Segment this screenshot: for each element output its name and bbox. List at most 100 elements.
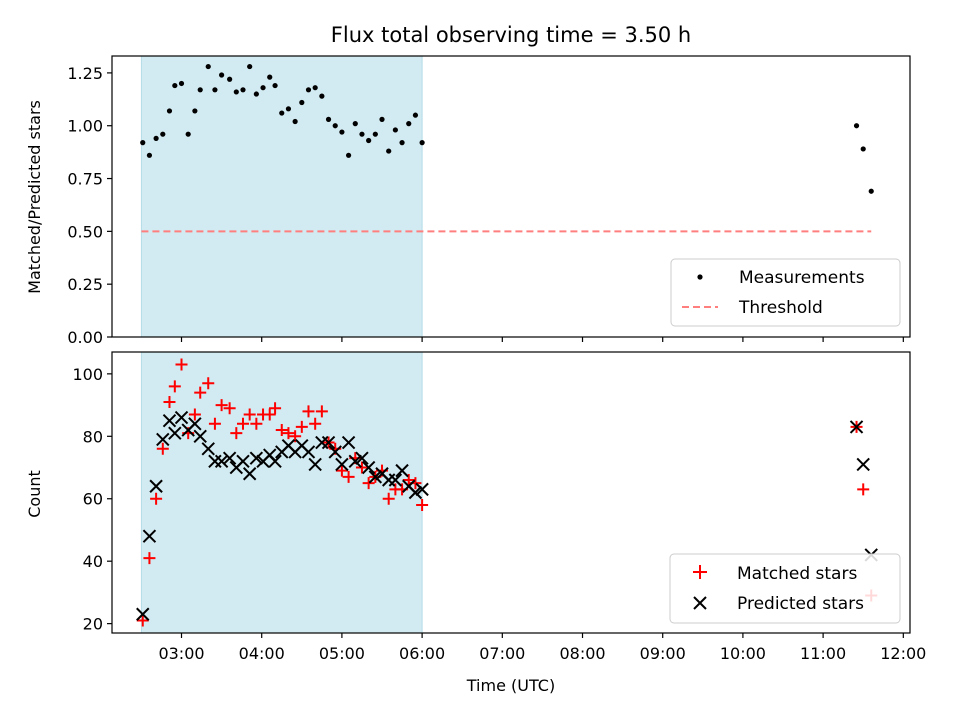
top-y-axis-label: Matched/Predicted stars — [25, 100, 44, 294]
measurements-point — [312, 85, 318, 91]
predicted-stars-point — [222, 451, 237, 465]
measurements-point — [197, 87, 203, 93]
legend-label-measurements: Measurements — [739, 268, 865, 288]
measurements-point — [146, 152, 153, 158]
top-panel: 0.00 0.25 0.50 0.75 1.00 1.25 — [67, 55, 911, 347]
measurements-point — [140, 140, 146, 146]
matched-stars-point — [202, 377, 215, 390]
measurements-point — [185, 131, 191, 137]
measurements-point — [332, 123, 338, 129]
measurements-point — [406, 121, 412, 127]
predicted-stars-point — [301, 445, 316, 459]
legend-label-predicted-stars: Predicted stars — [737, 594, 864, 614]
measurements-point — [299, 99, 305, 106]
x-tick-label: 07:00 — [479, 644, 525, 663]
bottom-y-tick-label: 20 — [83, 615, 103, 634]
legend-marker-matched-stars — [693, 565, 707, 579]
matched-stars-point — [857, 483, 870, 496]
predicted-stars-point — [201, 442, 215, 456]
predicted-stars-point — [193, 429, 207, 444]
top-legend: Measurements Threshold — [670, 258, 901, 327]
measurements-point — [345, 152, 352, 158]
measurements-point — [247, 63, 253, 70]
measurements-point — [372, 131, 378, 137]
x-tick-label: 11:00 — [800, 644, 846, 663]
matched-stars-point — [263, 408, 276, 421]
matched-stars-point — [236, 417, 249, 430]
measurements-point — [166, 108, 173, 114]
matched-stars-point — [250, 417, 263, 430]
predicted-stars-point — [321, 435, 336, 450]
measurements-point — [160, 131, 166, 137]
predicted-stars-point — [242, 467, 257, 481]
matched-stars-point — [223, 402, 236, 415]
top-y-tick-label: 0.25 — [67, 275, 103, 294]
matched-stars-point — [289, 430, 302, 443]
predicted-stars-point — [335, 457, 349, 472]
legend-marker-measurements — [697, 274, 703, 280]
bottom-y-tick-label: 40 — [83, 552, 103, 571]
predicted-stars-point — [174, 410, 189, 425]
matched-stars-point — [269, 402, 282, 415]
predicted-stars-point — [341, 435, 356, 450]
predicted-stars-point — [415, 482, 429, 497]
matched-stars-point — [355, 461, 368, 474]
matched-stars-point — [342, 470, 355, 483]
matched-stars-point — [315, 405, 328, 418]
predicted-stars-point — [408, 485, 423, 500]
predicted-stars-point — [361, 460, 376, 475]
predicted-stars-point — [388, 473, 403, 487]
matched-stars-point — [402, 474, 415, 487]
legend-marker-predicted-stars — [693, 596, 707, 610]
matched-stars-point — [194, 386, 207, 399]
matched-stars-point — [188, 408, 201, 421]
matched-stars-point — [416, 498, 429, 511]
top-y-tick-label: 0.75 — [67, 170, 103, 189]
top-y-tick-label: 0.50 — [67, 222, 103, 241]
predicted-stars-point — [214, 454, 229, 468]
measurements-point — [868, 188, 874, 194]
measurements-point — [267, 74, 273, 80]
legend-label-matched-stars: Matched stars — [737, 564, 857, 584]
bottom-y-axis-label: Count — [25, 470, 44, 518]
top-legend-frame — [670, 258, 901, 327]
measurements-point — [153, 135, 159, 141]
predicted-stars-point — [142, 529, 157, 543]
measurements-point — [260, 85, 266, 91]
measurements-point — [192, 108, 198, 114]
predicted-stars-point — [268, 454, 282, 468]
predicted-stars-point — [149, 479, 163, 493]
predicted-stars-point — [348, 454, 362, 468]
predicted-stars-point — [249, 451, 264, 465]
matched-stars-point — [335, 464, 348, 477]
measurements-point — [359, 131, 365, 137]
measurements-point — [860, 146, 866, 152]
matched-stars-point — [215, 399, 228, 412]
predicted-stars-point — [856, 457, 870, 472]
measurements-point — [253, 91, 259, 97]
bottom-y-tick-label: 80 — [83, 427, 103, 446]
matched-stars-point — [302, 405, 315, 418]
measurements-point — [172, 82, 178, 89]
matched-stars-point — [163, 395, 176, 408]
predicted-stars-point — [162, 413, 177, 428]
measurements-point — [412, 112, 419, 118]
matched-stars-point — [295, 420, 308, 433]
matched-stars-point — [136, 614, 149, 627]
measurements-point — [240, 87, 246, 93]
top-y-tick-label: 1.25 — [67, 64, 103, 83]
matched-stars-point — [230, 427, 243, 440]
bottom-y-tick-label: 60 — [83, 490, 103, 509]
matched-stars-point — [168, 380, 181, 393]
matched-stars-point — [243, 408, 256, 421]
predicted-stars-point — [136, 607, 150, 621]
measurements-point — [853, 123, 860, 129]
measurements-point — [272, 82, 278, 89]
measurements-point — [285, 106, 292, 112]
predicted-stars-point — [395, 463, 409, 478]
predicted-stars-point — [236, 454, 250, 468]
measurements-point — [386, 148, 392, 154]
top-y-tick-label: 1.00 — [67, 117, 103, 136]
bottom-observing-span — [140, 351, 423, 634]
